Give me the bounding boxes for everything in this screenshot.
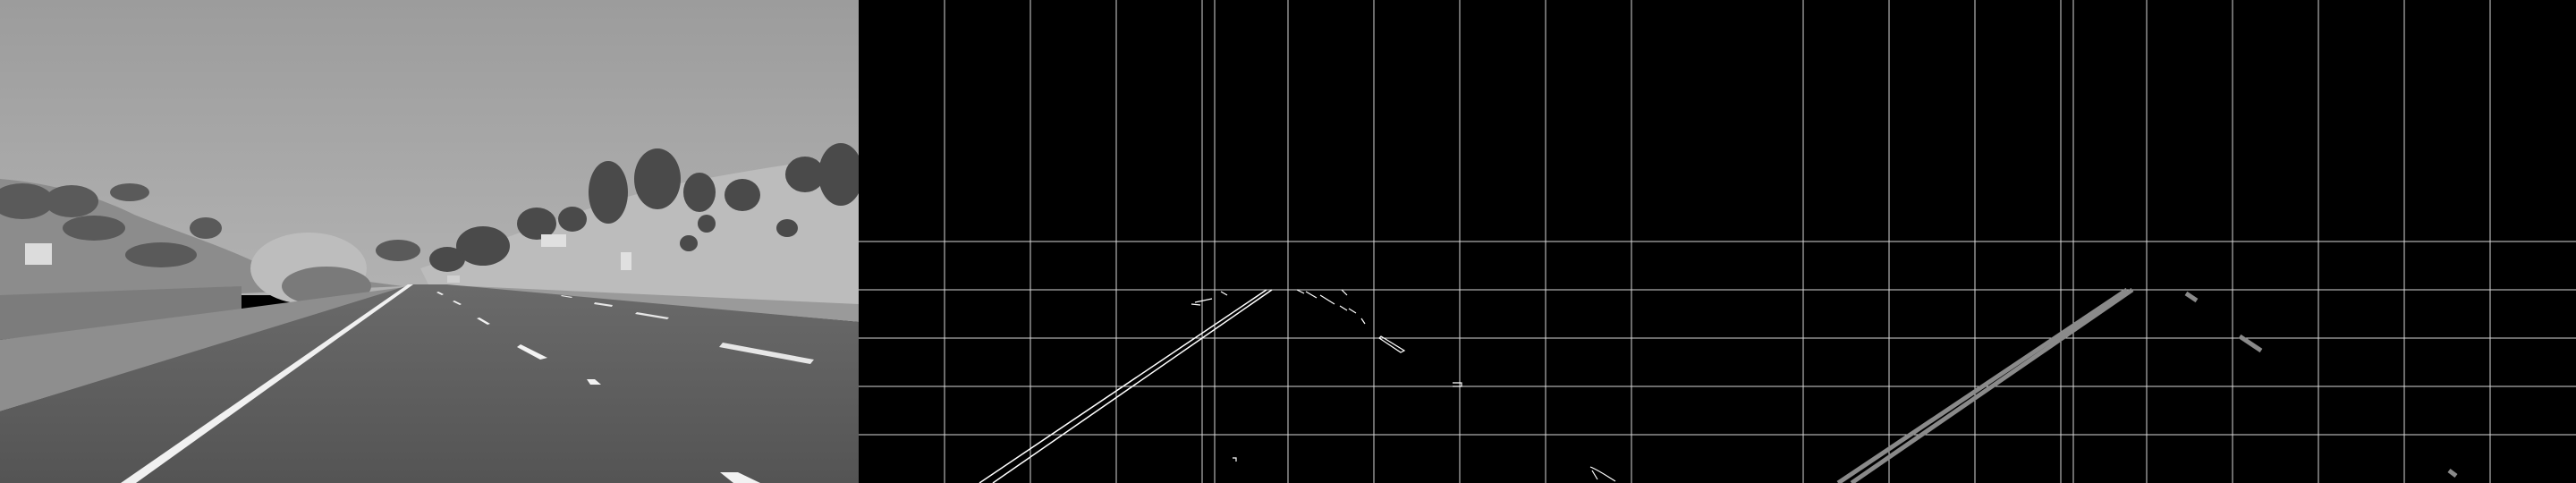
right-sign-2 (621, 252, 631, 270)
detected-left-lane (1836, 287, 2134, 483)
right-sign (541, 234, 566, 247)
detected-right-lane (2184, 291, 2458, 478)
barrier (0, 286, 242, 340)
left-lane-line (121, 284, 413, 483)
grid-overlay (859, 0, 1717, 483)
canny-edges-svg (859, 0, 1717, 483)
right-trees (429, 143, 859, 272)
grayscale-road-image (0, 0, 859, 483)
distant-car (447, 275, 460, 283)
horizon-edges (1191, 289, 1616, 482)
grayscale-road-svg (0, 0, 859, 483)
hough-lane-lines-image (1717, 0, 2576, 483)
far-right-lane-dashes (561, 295, 814, 364)
grid-overlay (1717, 0, 2576, 483)
canny-edges-image (859, 0, 1717, 483)
left-lane-edges (979, 289, 1273, 483)
hough-lines-svg (1717, 0, 2576, 483)
road-surface (0, 284, 859, 483)
left-sign (25, 243, 52, 265)
right-lane-dashes (436, 292, 760, 483)
left-trees (0, 183, 420, 267)
